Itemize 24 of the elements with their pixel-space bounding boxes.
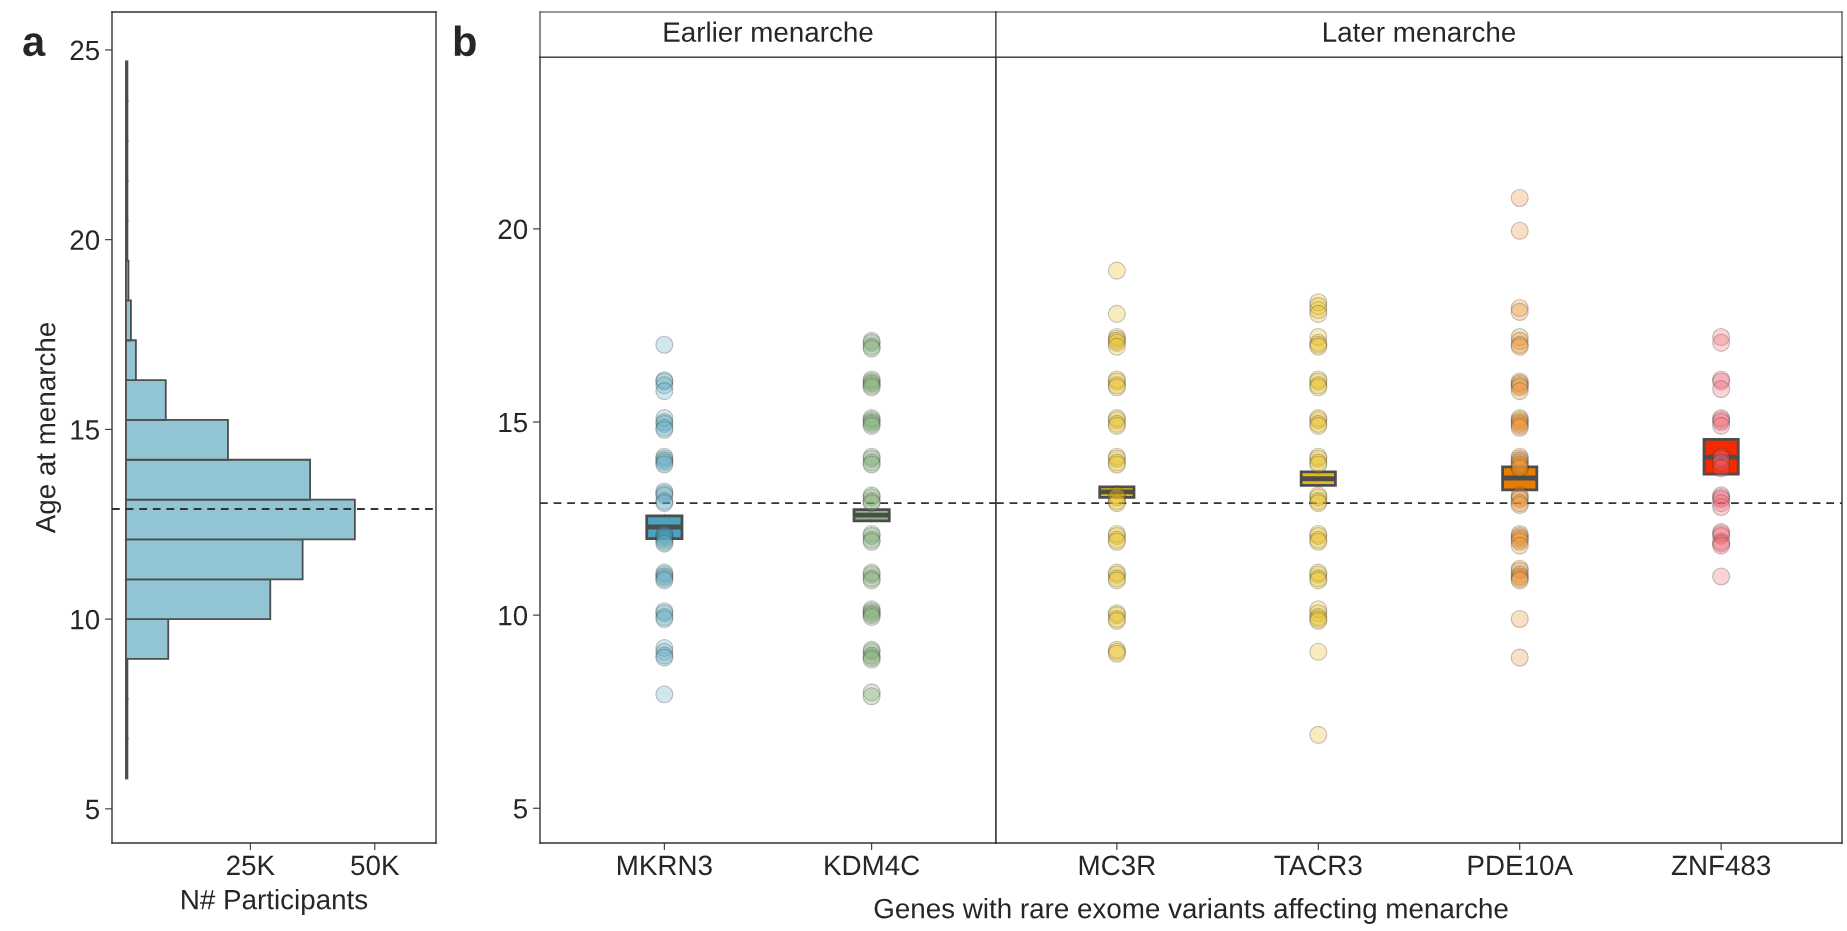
x-tick-label: MKRN3 [618, 855, 712, 876]
chart-title: Later menarche [1324, 21, 1516, 42]
y-tick-label: 5 [85, 799, 100, 820]
chart-title: Earlier menarche [664, 21, 873, 42]
x-tick-label: TACR3 [1274, 855, 1362, 876]
text: b [454, 25, 476, 57]
y-tick-label: 5 [513, 799, 528, 819]
y-axis-title: Age at menarche [35, 322, 61, 534]
y-tick-label: 15 [71, 420, 100, 440]
x-tick-label: MC3R [1079, 855, 1155, 876]
x-tick-label: 25K [227, 855, 275, 876]
x-axis-title: N# Participants [182, 889, 368, 915]
y-tick-label: 10 [71, 609, 100, 630]
y-tick-label: 20 [498, 219, 528, 240]
x-tick-label: ZNF483 [1671, 855, 1771, 876]
y-tick-label: 15 [499, 412, 528, 433]
y-tick-label: 10 [499, 605, 528, 626]
x-tick-label: PDE10A [1468, 855, 1573, 876]
x-tick-label: KDM4C [825, 855, 920, 876]
y-tick-label: 20 [70, 230, 100, 251]
x-axis-title: Genes with rare exome variants affecting menarche [874, 898, 1508, 924]
x-tick-label: 50K [351, 855, 400, 876]
y-tick-label: 25 [70, 40, 100, 61]
text: a [23, 33, 46, 57]
